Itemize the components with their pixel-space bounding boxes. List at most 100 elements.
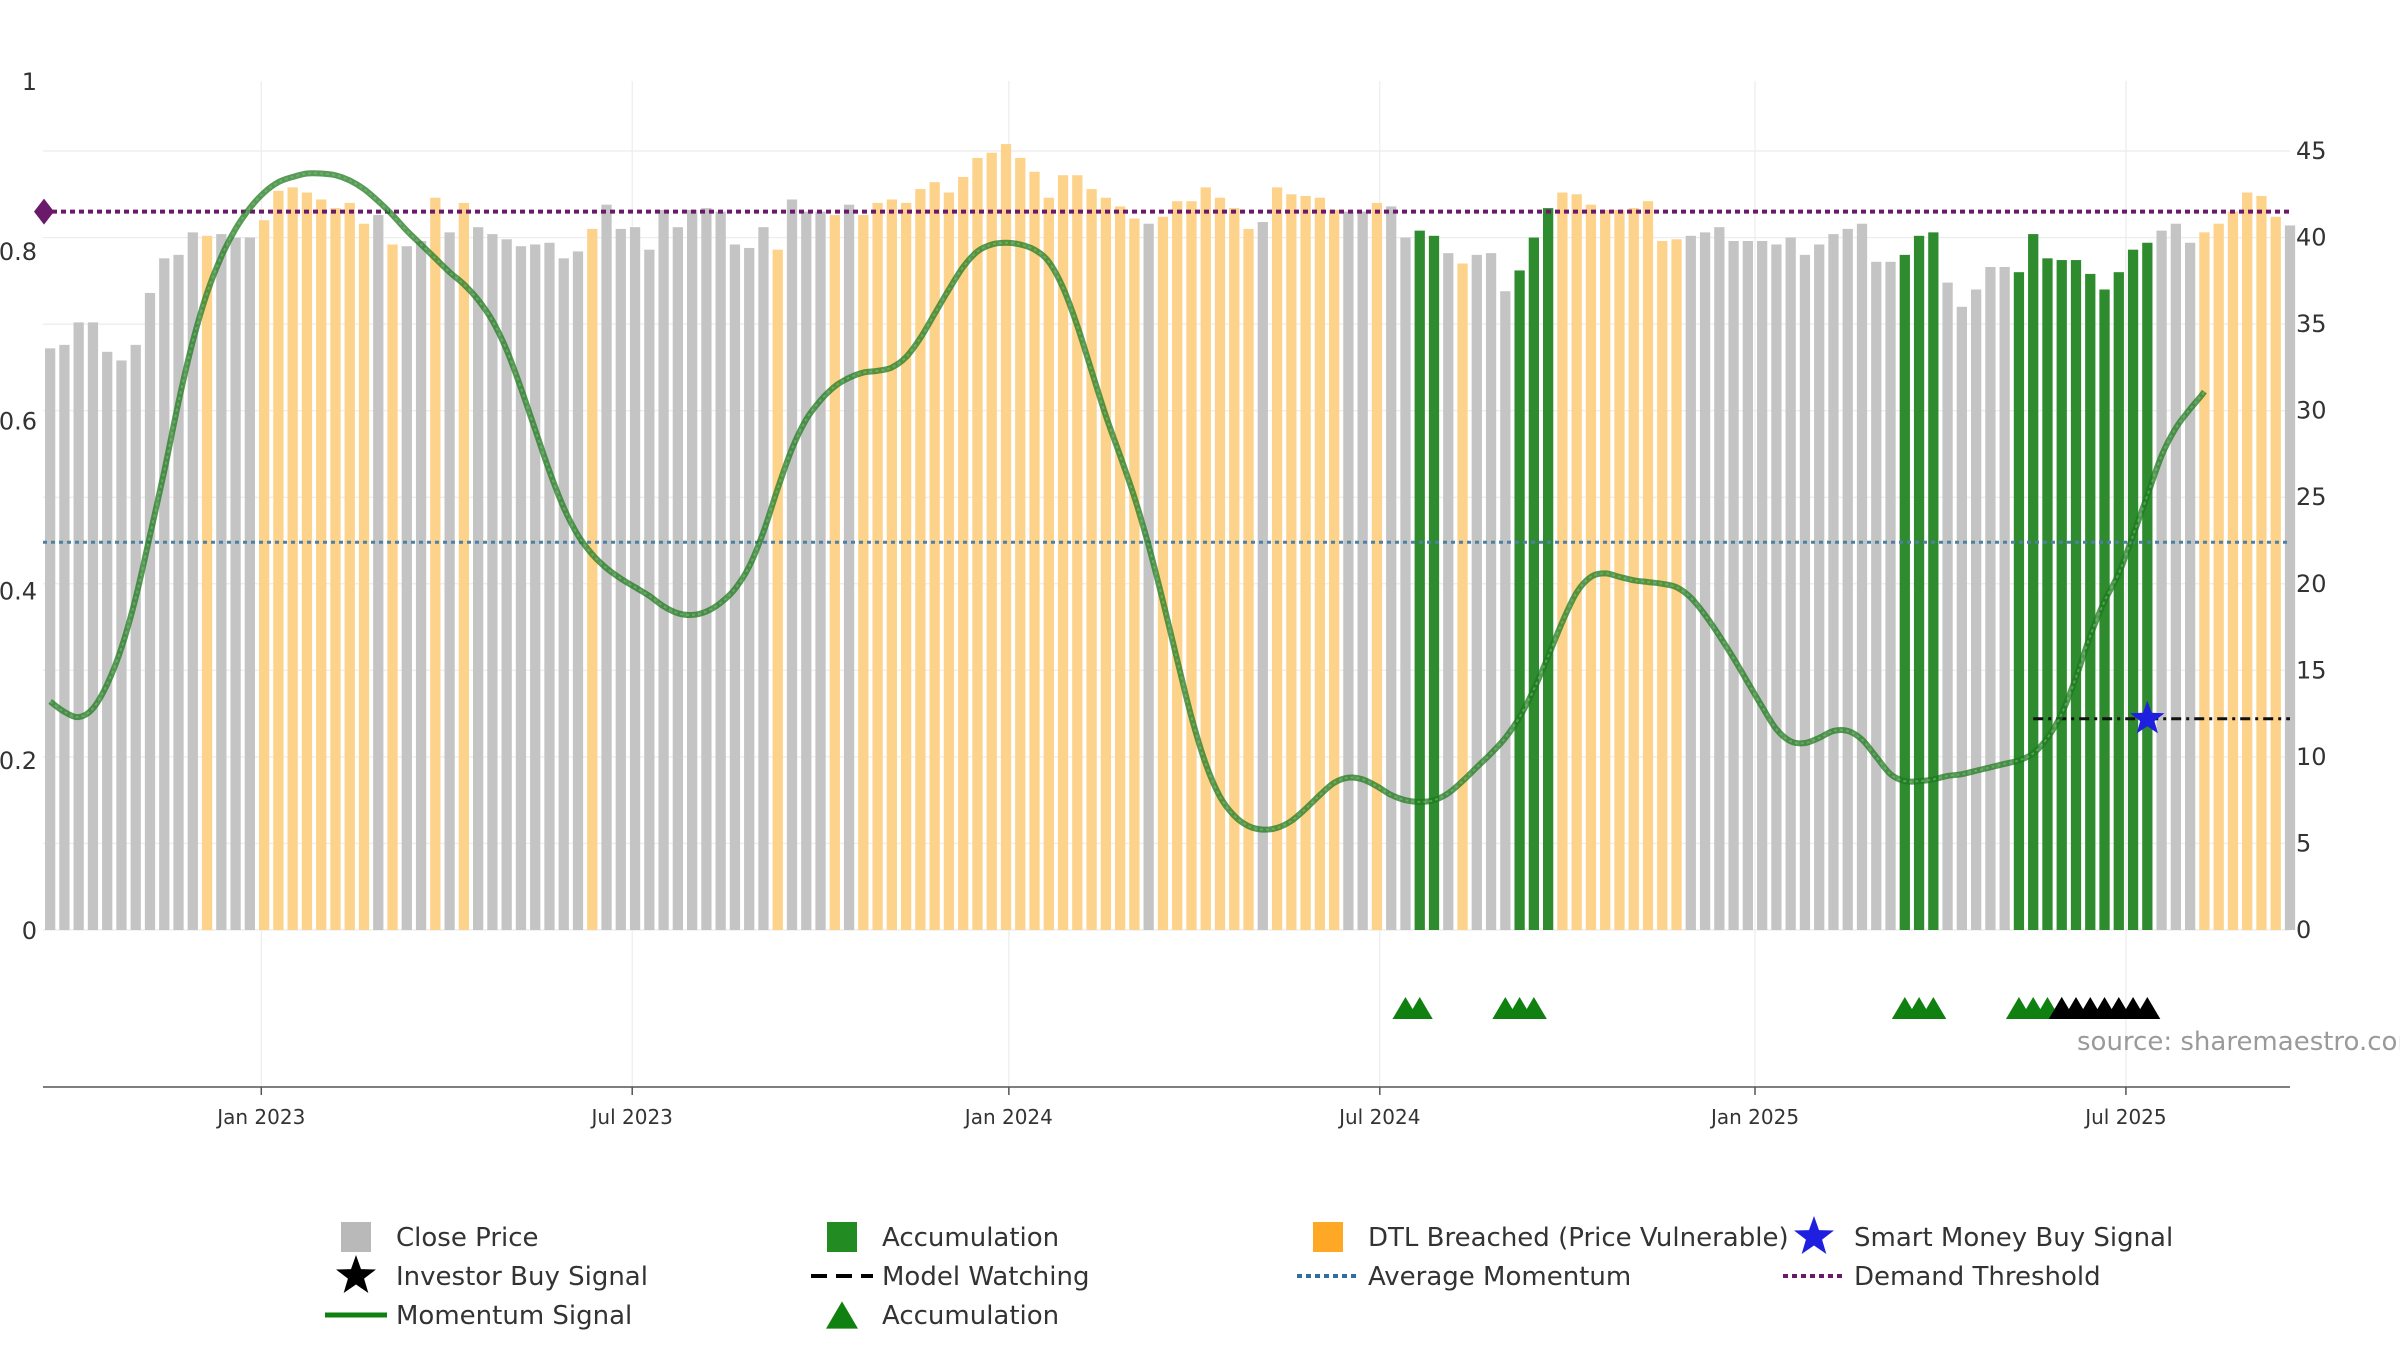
bar-close-price: [1386, 206, 1397, 930]
bar-dtl-breached: [1043, 197, 1054, 931]
reference-lines: [34, 198, 2290, 721]
bar-dtl-breached: [2256, 196, 2267, 930]
bar-close-price: [758, 227, 769, 930]
bar-close-price: [544, 242, 555, 930]
bar-dtl-breached: [458, 202, 470, 930]
bar-dtl-breached: [1557, 192, 1568, 931]
bar-close-price: [244, 237, 256, 931]
bar-dtl-breached: [900, 202, 912, 930]
bar-accumulation: [2028, 234, 2039, 931]
bar-accumulation: [1414, 230, 1425, 930]
bar-close-price: [715, 211, 726, 931]
bar-accumulation: [2056, 260, 2067, 930]
bar-close-price: [1500, 291, 1511, 931]
bar-accumulation: [2127, 249, 2139, 930]
bar-close-price: [1799, 254, 1811, 930]
legend-accumulation-label: Accumulation: [882, 1223, 1059, 1253]
bar-close-price: [1343, 211, 1354, 931]
bar-dtl-breached: [972, 157, 983, 930]
bar-close-price: [1742, 241, 1754, 931]
bar-close-price: [801, 211, 812, 931]
bar-close-price: [1771, 244, 1782, 931]
bar-close-price: [1985, 266, 1996, 930]
bar-close-price: [515, 246, 527, 930]
accumulation-triangle: [1520, 996, 1547, 1020]
signal-markers: [1392, 700, 2165, 1020]
bar-accumulation: [1899, 254, 1910, 930]
legend: Close Price Investor Buy Signal Momentum S…: [325, 1216, 2173, 1331]
bar-close-price: [629, 227, 641, 930]
accumulation-triangle: [1920, 996, 1947, 1020]
bar-dtl-breached: [1271, 187, 1283, 930]
demand-threshold-marker: [34, 198, 54, 225]
bar-close-price: [2184, 242, 2196, 930]
bar-dtl-breached: [1000, 144, 1012, 930]
bar-dtl-breached: [1628, 208, 1639, 931]
legend-demand-threshold-label: Demand Threshold: [1854, 1262, 2101, 1292]
bar-close-price: [487, 234, 498, 931]
bar-close-price: [1685, 235, 1696, 930]
bar-dtl-breached: [986, 152, 997, 931]
bar-dtl-breached: [2270, 216, 2281, 930]
momentum-signal: [48, 170, 2207, 833]
right-axis-tick-label: 25: [2296, 483, 2327, 511]
bar-close-price: [2284, 225, 2296, 931]
bar-close-price: [130, 344, 141, 931]
bar-dtl-breached: [858, 215, 869, 930]
x-axis-date-label: Jan 2024: [963, 1105, 1053, 1129]
bar-close-price: [786, 199, 798, 930]
bar-close-price: [658, 209, 669, 930]
right-axis-tick-label: 10: [2296, 743, 2327, 771]
bar-close-price: [187, 232, 198, 930]
legend-smart-money-buy-signal-label: Smart Money Buy Signal: [1854, 1223, 2173, 1253]
bar-dtl-breached: [301, 192, 313, 931]
axes: 0 5 10 15 20 25 30 35 40 45 0 0.2 0.4 0.6 0.8 1 Jan 2023…: [0, 68, 2327, 1129]
bar-close-price: [2170, 223, 2182, 930]
bar-close-price: [815, 211, 826, 931]
legend-average-momentum-label: Average Momentum: [1368, 1262, 1631, 1292]
bar-dtl-breached: [1286, 194, 1297, 930]
legend-accumulation-label: Accumulation: [882, 1301, 1059, 1331]
bar-accumulation: [1913, 235, 1925, 930]
bar-dtl-breached: [344, 202, 355, 930]
bar-dtl-breached: [2227, 211, 2239, 931]
bar-close-price: [1143, 223, 1154, 930]
bar-close-price: [73, 322, 84, 930]
right-axis-tick-label: 15: [2296, 656, 2327, 684]
bar-dtl-breached: [2242, 192, 2253, 931]
bar-close-price: [102, 351, 113, 930]
bar-dtl-breached: [1314, 197, 1326, 931]
bar-dtl-breached: [1157, 216, 1169, 930]
legend-close-price-label: Close Price: [396, 1223, 539, 1253]
bar-dtl-breached: [829, 215, 840, 930]
bar-close-price: [572, 251, 584, 931]
bar-dtl-breached: [258, 220, 270, 930]
bar-accumulation: [2099, 289, 2110, 930]
bar-dtl-breached: [1328, 209, 1340, 930]
bar-accumulation: [1428, 235, 1440, 930]
bar-close-price: [1842, 228, 1853, 930]
price-bars: [44, 144, 2296, 931]
bar-close-price: [501, 239, 512, 930]
legend-dtl-breached-price-vulnerable-swatch: [1313, 1222, 1343, 1252]
left-axis-tick-label: 0.8: [0, 238, 37, 266]
bar-close-price: [1970, 289, 1982, 930]
bar-dtl-breached: [287, 187, 298, 930]
accumulation-triangle: [1406, 996, 1433, 1020]
legend-close-price-swatch: [341, 1222, 371, 1252]
bar-dtl-breached: [1029, 171, 1040, 931]
bar-close-price: [144, 292, 156, 930]
bar-close-price: [1400, 237, 1411, 931]
bar-dtl-breached: [2213, 223, 2224, 930]
bar-accumulation: [2085, 273, 2096, 930]
right-axis-tick-label: 0: [2296, 916, 2311, 944]
bar-close-price: [1443, 253, 1454, 930]
legend-smart-money-buy-signal-star: [1794, 1216, 1834, 1254]
bar-close-price: [1828, 234, 1839, 931]
bar-close-price: [1785, 237, 1796, 931]
bar-dtl-breached: [1129, 218, 1140, 931]
bar-close-price: [1956, 306, 1968, 930]
bar-dtl-breached: [915, 189, 926, 930]
